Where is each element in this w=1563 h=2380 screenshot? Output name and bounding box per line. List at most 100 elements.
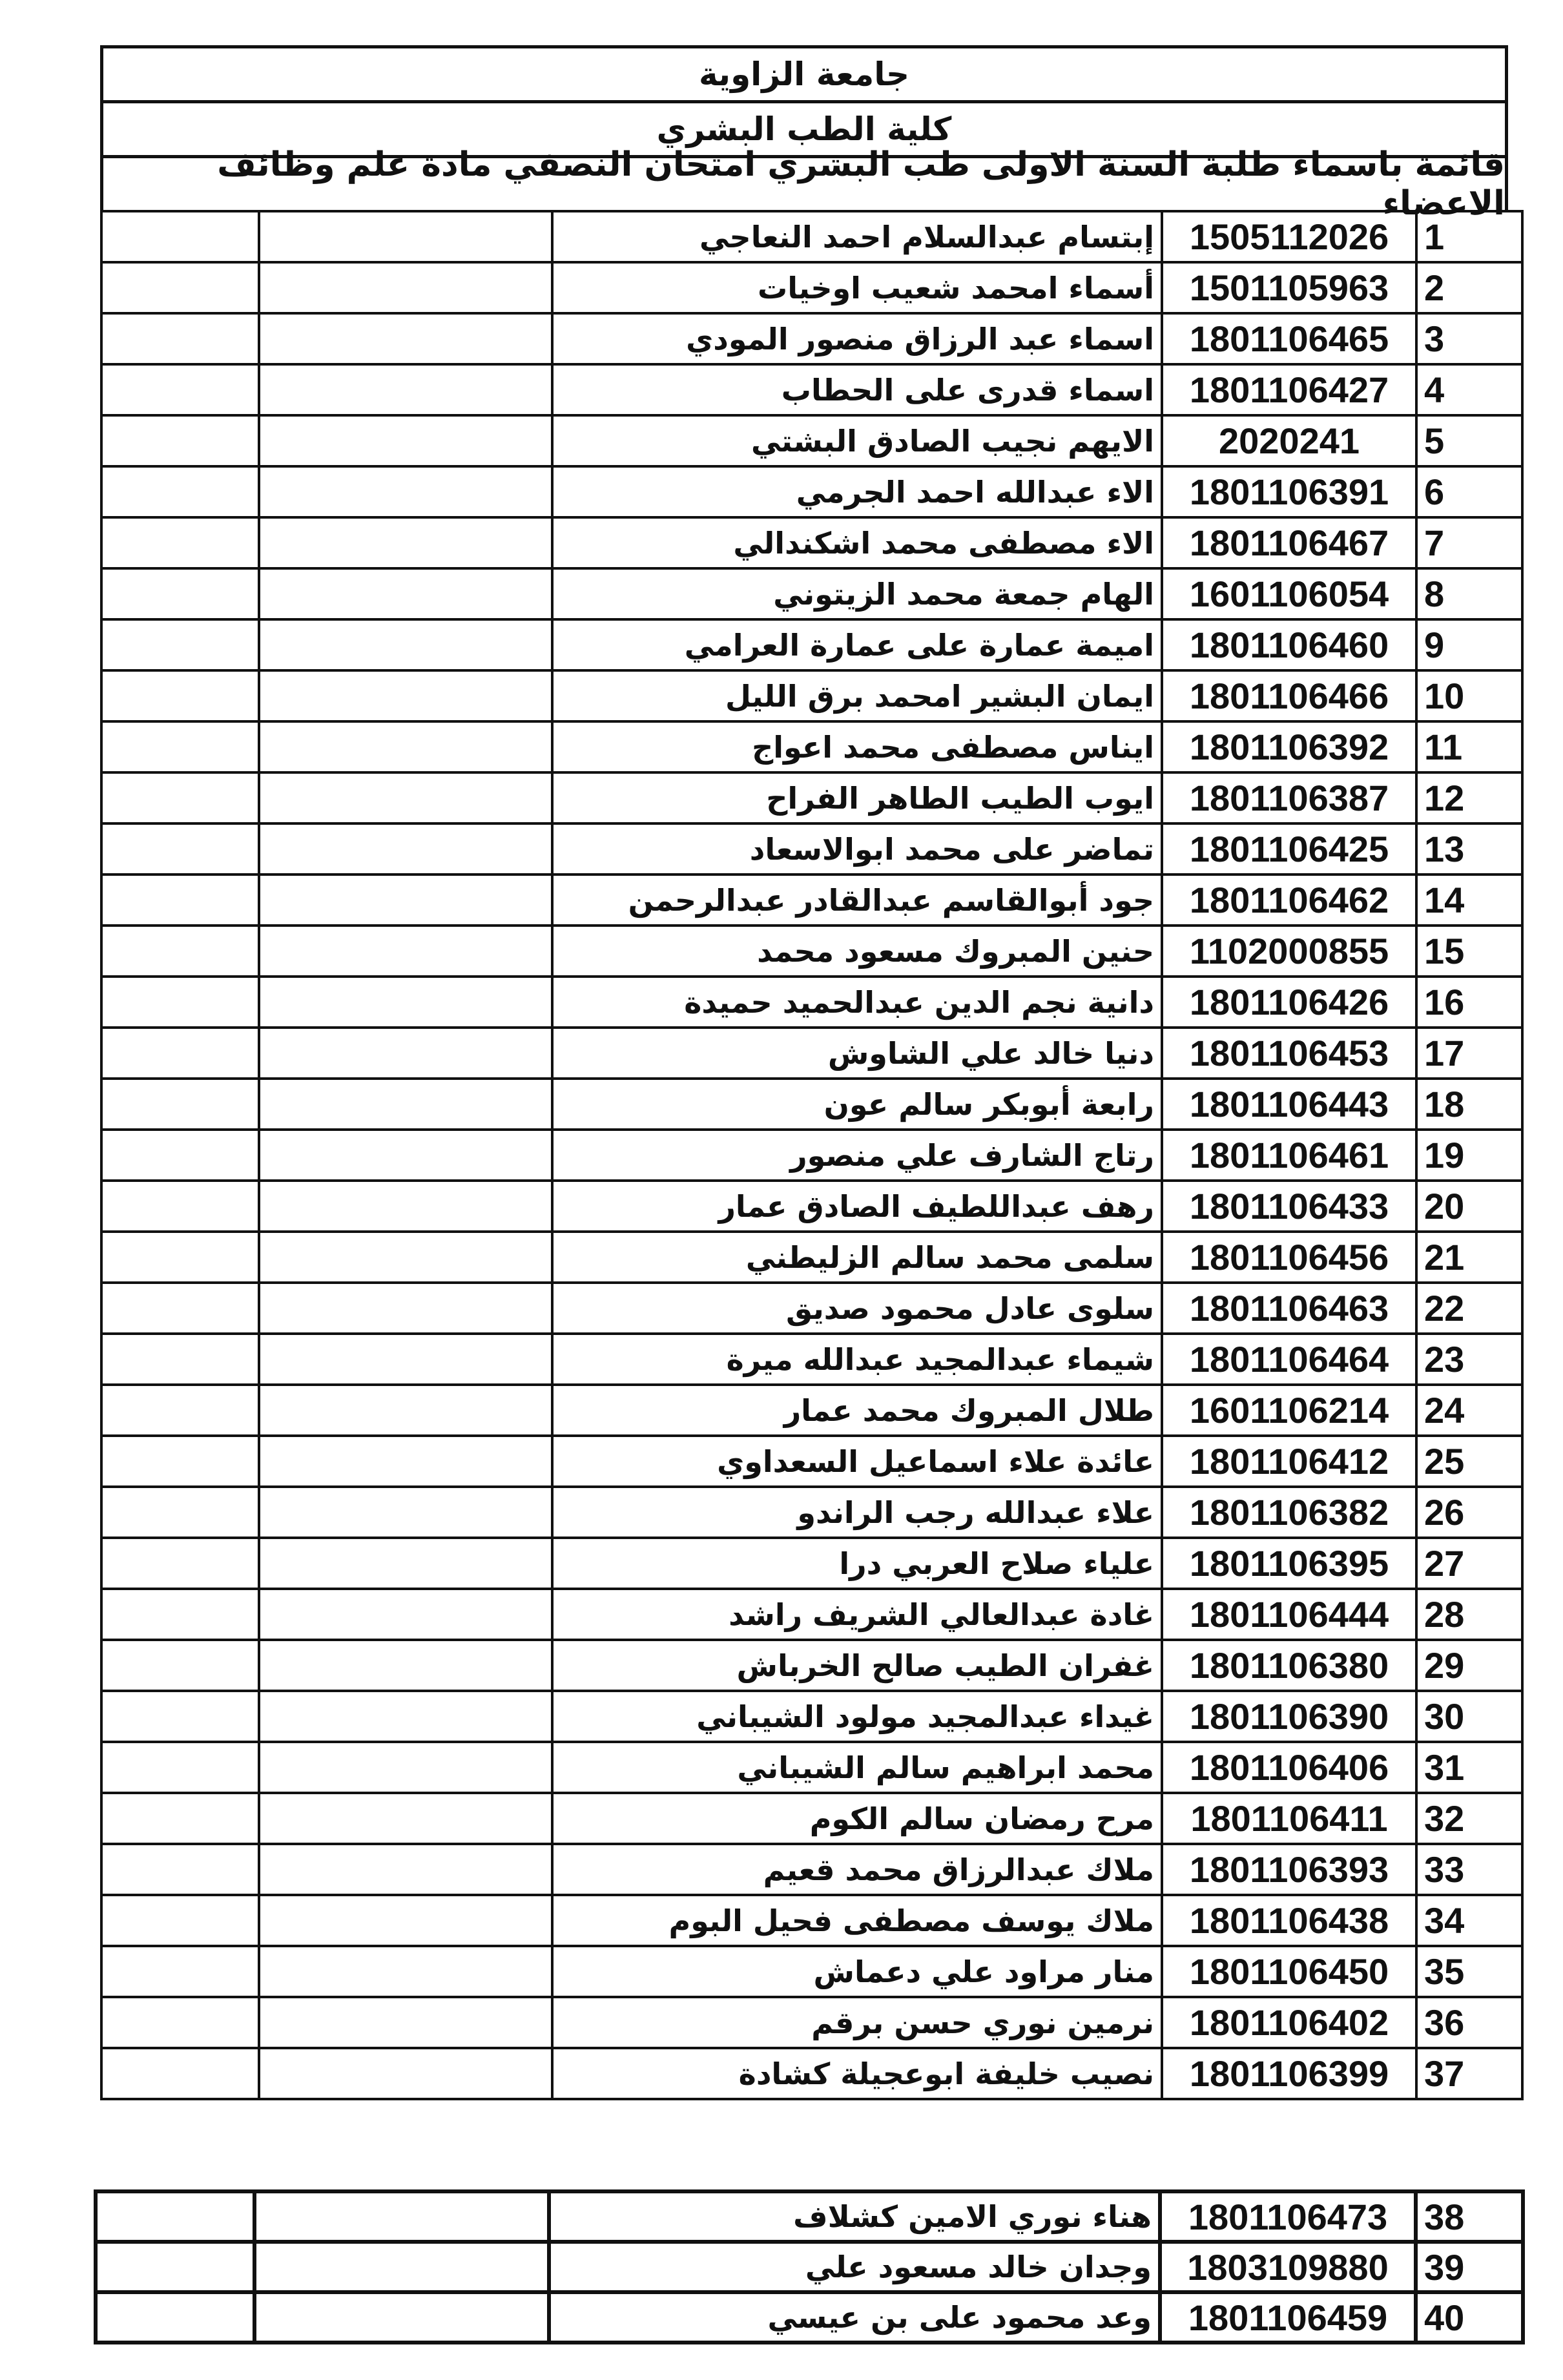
student-id: 1801106392 — [1161, 720, 1418, 774]
student-name: منار مراود علي دعماش — [551, 1945, 1163, 1998]
student-id: 1801106427 — [1161, 363, 1418, 417]
blank-cell — [100, 873, 260, 927]
student-name: سلوى عادل محمود صديق — [551, 1281, 1163, 1335]
table-row: 10 1801106466 ايمان البشير امحمد برق الليل — [100, 669, 1524, 723]
blank-cell — [100, 1230, 260, 1284]
row-number: 3 — [1415, 312, 1524, 366]
blank-cell — [100, 2047, 260, 2100]
list-title: قائمة باسماء طلبة السنة الاولى طب البشري… — [100, 145, 1508, 223]
row-number: 18 — [1415, 1077, 1524, 1131]
student-id: 1801106463 — [1161, 1281, 1418, 1335]
student-name: محمد ابراهيم سالم الشيباني — [551, 1741, 1163, 1794]
row-number: 12 — [1415, 771, 1524, 825]
blank-cell — [100, 669, 260, 723]
blank-cell — [100, 1026, 260, 1080]
student-id: 1801106453 — [1161, 1026, 1418, 1080]
faculty-name: كلية الطب البشري — [100, 100, 1508, 155]
student-id: 1505112026 — [1161, 210, 1418, 264]
student-name: سلمى محمد سالم الزليطني — [551, 1230, 1163, 1284]
table-row: 9 1801106460 اميمة عمارة على عمارة العرامي — [100, 618, 1524, 672]
student-name: رهف عبداللطيف الصادق عمار — [551, 1179, 1163, 1233]
row-number: 14 — [1415, 873, 1524, 927]
student-id: 1801106464 — [1161, 1332, 1418, 1386]
student-id: 1801106425 — [1161, 822, 1418, 876]
student-id: 1801106393 — [1161, 1843, 1418, 1896]
table-row: 21 1801106456 سلمى محمد سالم الزليطني — [100, 1230, 1524, 1284]
blank-cell — [258, 261, 554, 315]
student-id: 1102000855 — [1161, 924, 1418, 978]
table-row: 28 1801106444 غادة عبدالعالي الشريف راشد — [100, 1588, 1524, 1641]
table-row: 2 1501105963 أسماء امحمد شعيب اوخيات — [100, 261, 1524, 315]
blank-cell — [253, 2240, 551, 2294]
blank-cell — [100, 414, 260, 468]
blank-cell — [100, 363, 260, 417]
row-number: 23 — [1415, 1332, 1524, 1386]
blank-cell — [258, 1179, 554, 1233]
student-id: 1801106456 — [1161, 1230, 1418, 1284]
blank-cell — [100, 312, 260, 366]
blank-cell — [100, 1281, 260, 1335]
student-list-sheet: جامعة الزاوية كلية الطب البشري قائمة باس… — [100, 45, 1524, 2100]
blank-cell — [258, 1128, 554, 1182]
blank-cell — [258, 516, 554, 570]
student-name: ملاك يوسف مصطفى فحيل البوم — [551, 1894, 1163, 1947]
blank-cell — [258, 2047, 554, 2100]
blank-cell — [94, 2189, 256, 2244]
row-number: 2 — [1415, 261, 1524, 315]
student-name: شيماء عبدالمجيد عبدالله ميرة — [551, 1332, 1163, 1386]
table-row: 15 1102000855 حنين المبروك مسعود محمد — [100, 924, 1524, 978]
row-number: 26 — [1415, 1485, 1524, 1539]
blank-cell — [258, 822, 554, 876]
row-number: 1 — [1415, 210, 1524, 264]
blank-cell — [258, 1230, 554, 1284]
blank-cell — [258, 363, 554, 417]
table-row: 39 1803109880 وجدان خالد مسعود علي — [94, 2240, 1525, 2294]
student-id: 1801106406 — [1161, 1741, 1418, 1794]
student-id: 1801106461 — [1161, 1128, 1418, 1182]
table-row: 3 1801106465 اسماء عبد الرزاق منصور المودي — [100, 312, 1524, 366]
student-id: 1801106390 — [1161, 1690, 1418, 1743]
blank-cell — [94, 2240, 256, 2294]
table-row: 32 1801106411 مرح رمضان سالم الكوم — [100, 1792, 1524, 1845]
blank-cell — [258, 1588, 554, 1641]
student-id: 1601106054 — [1161, 567, 1418, 621]
student-id: 1803109880 — [1158, 2240, 1418, 2294]
blank-cell — [100, 1996, 260, 2049]
blank-cell — [258, 312, 554, 366]
table-row: 23 1801106464 شيماء عبدالمجيد عبدالله ميرة — [100, 1332, 1524, 1386]
row-number: 39 — [1414, 2240, 1525, 2294]
student-name: اسماء قدرى على الحطاب — [551, 363, 1163, 417]
student-name: رتاج الشارف علي منصور — [551, 1128, 1163, 1182]
student-id: 1801106466 — [1161, 669, 1418, 723]
blank-cell — [100, 1843, 260, 1896]
table-row: 7 1801106467 الاء مصطفى محمد اشكندالي — [100, 516, 1524, 570]
student-id: 1801106426 — [1161, 975, 1418, 1029]
student-id: 1801106402 — [1161, 1996, 1418, 2049]
row-number: 4 — [1415, 363, 1524, 417]
student-id: 1801106465 — [1161, 312, 1418, 366]
row-number: 33 — [1415, 1843, 1524, 1896]
student-name: غفران الطيب صالح الخرباش — [551, 1639, 1163, 1692]
blank-cell — [258, 1026, 554, 1080]
row-number: 31 — [1415, 1741, 1524, 1794]
table-row: 33 1801106393 ملاك عبدالرزاق محمد قعيم — [100, 1843, 1524, 1896]
row-number: 28 — [1415, 1588, 1524, 1641]
row-number: 35 — [1415, 1945, 1524, 1998]
blank-cell — [258, 1281, 554, 1335]
student-name: وعد محمود على بن عيسي — [547, 2290, 1162, 2344]
table-row: 36 1801106402 نرمين نوري حسن برقم — [100, 1996, 1524, 2049]
blank-cell — [258, 1894, 554, 1947]
student-id: 1801106443 — [1161, 1077, 1418, 1131]
student-id: 2020241 — [1161, 414, 1418, 468]
table-row: 5 2020241 الايهم نجيب الصادق البشتي — [100, 414, 1524, 468]
student-name: ايوب الطيب الطاهر الفراح — [551, 771, 1163, 825]
blank-cell — [94, 2290, 256, 2344]
student-name: مرح رمضان سالم الكوم — [551, 1792, 1163, 1845]
table-row: 14 1801106462 جود أبوالقاسم عبدالقادر عبدا… — [100, 873, 1524, 927]
blank-cell — [258, 720, 554, 774]
blank-cell — [100, 261, 260, 315]
blank-cell — [100, 1741, 260, 1794]
student-name: إبتسام عبدالسلام احمد النعاجي — [551, 210, 1163, 264]
student-id: 1801106460 — [1161, 618, 1418, 672]
students-table: 1 1505112026 إبتسام عبدالسلام احمد النعاجي… — [100, 210, 1524, 2100]
